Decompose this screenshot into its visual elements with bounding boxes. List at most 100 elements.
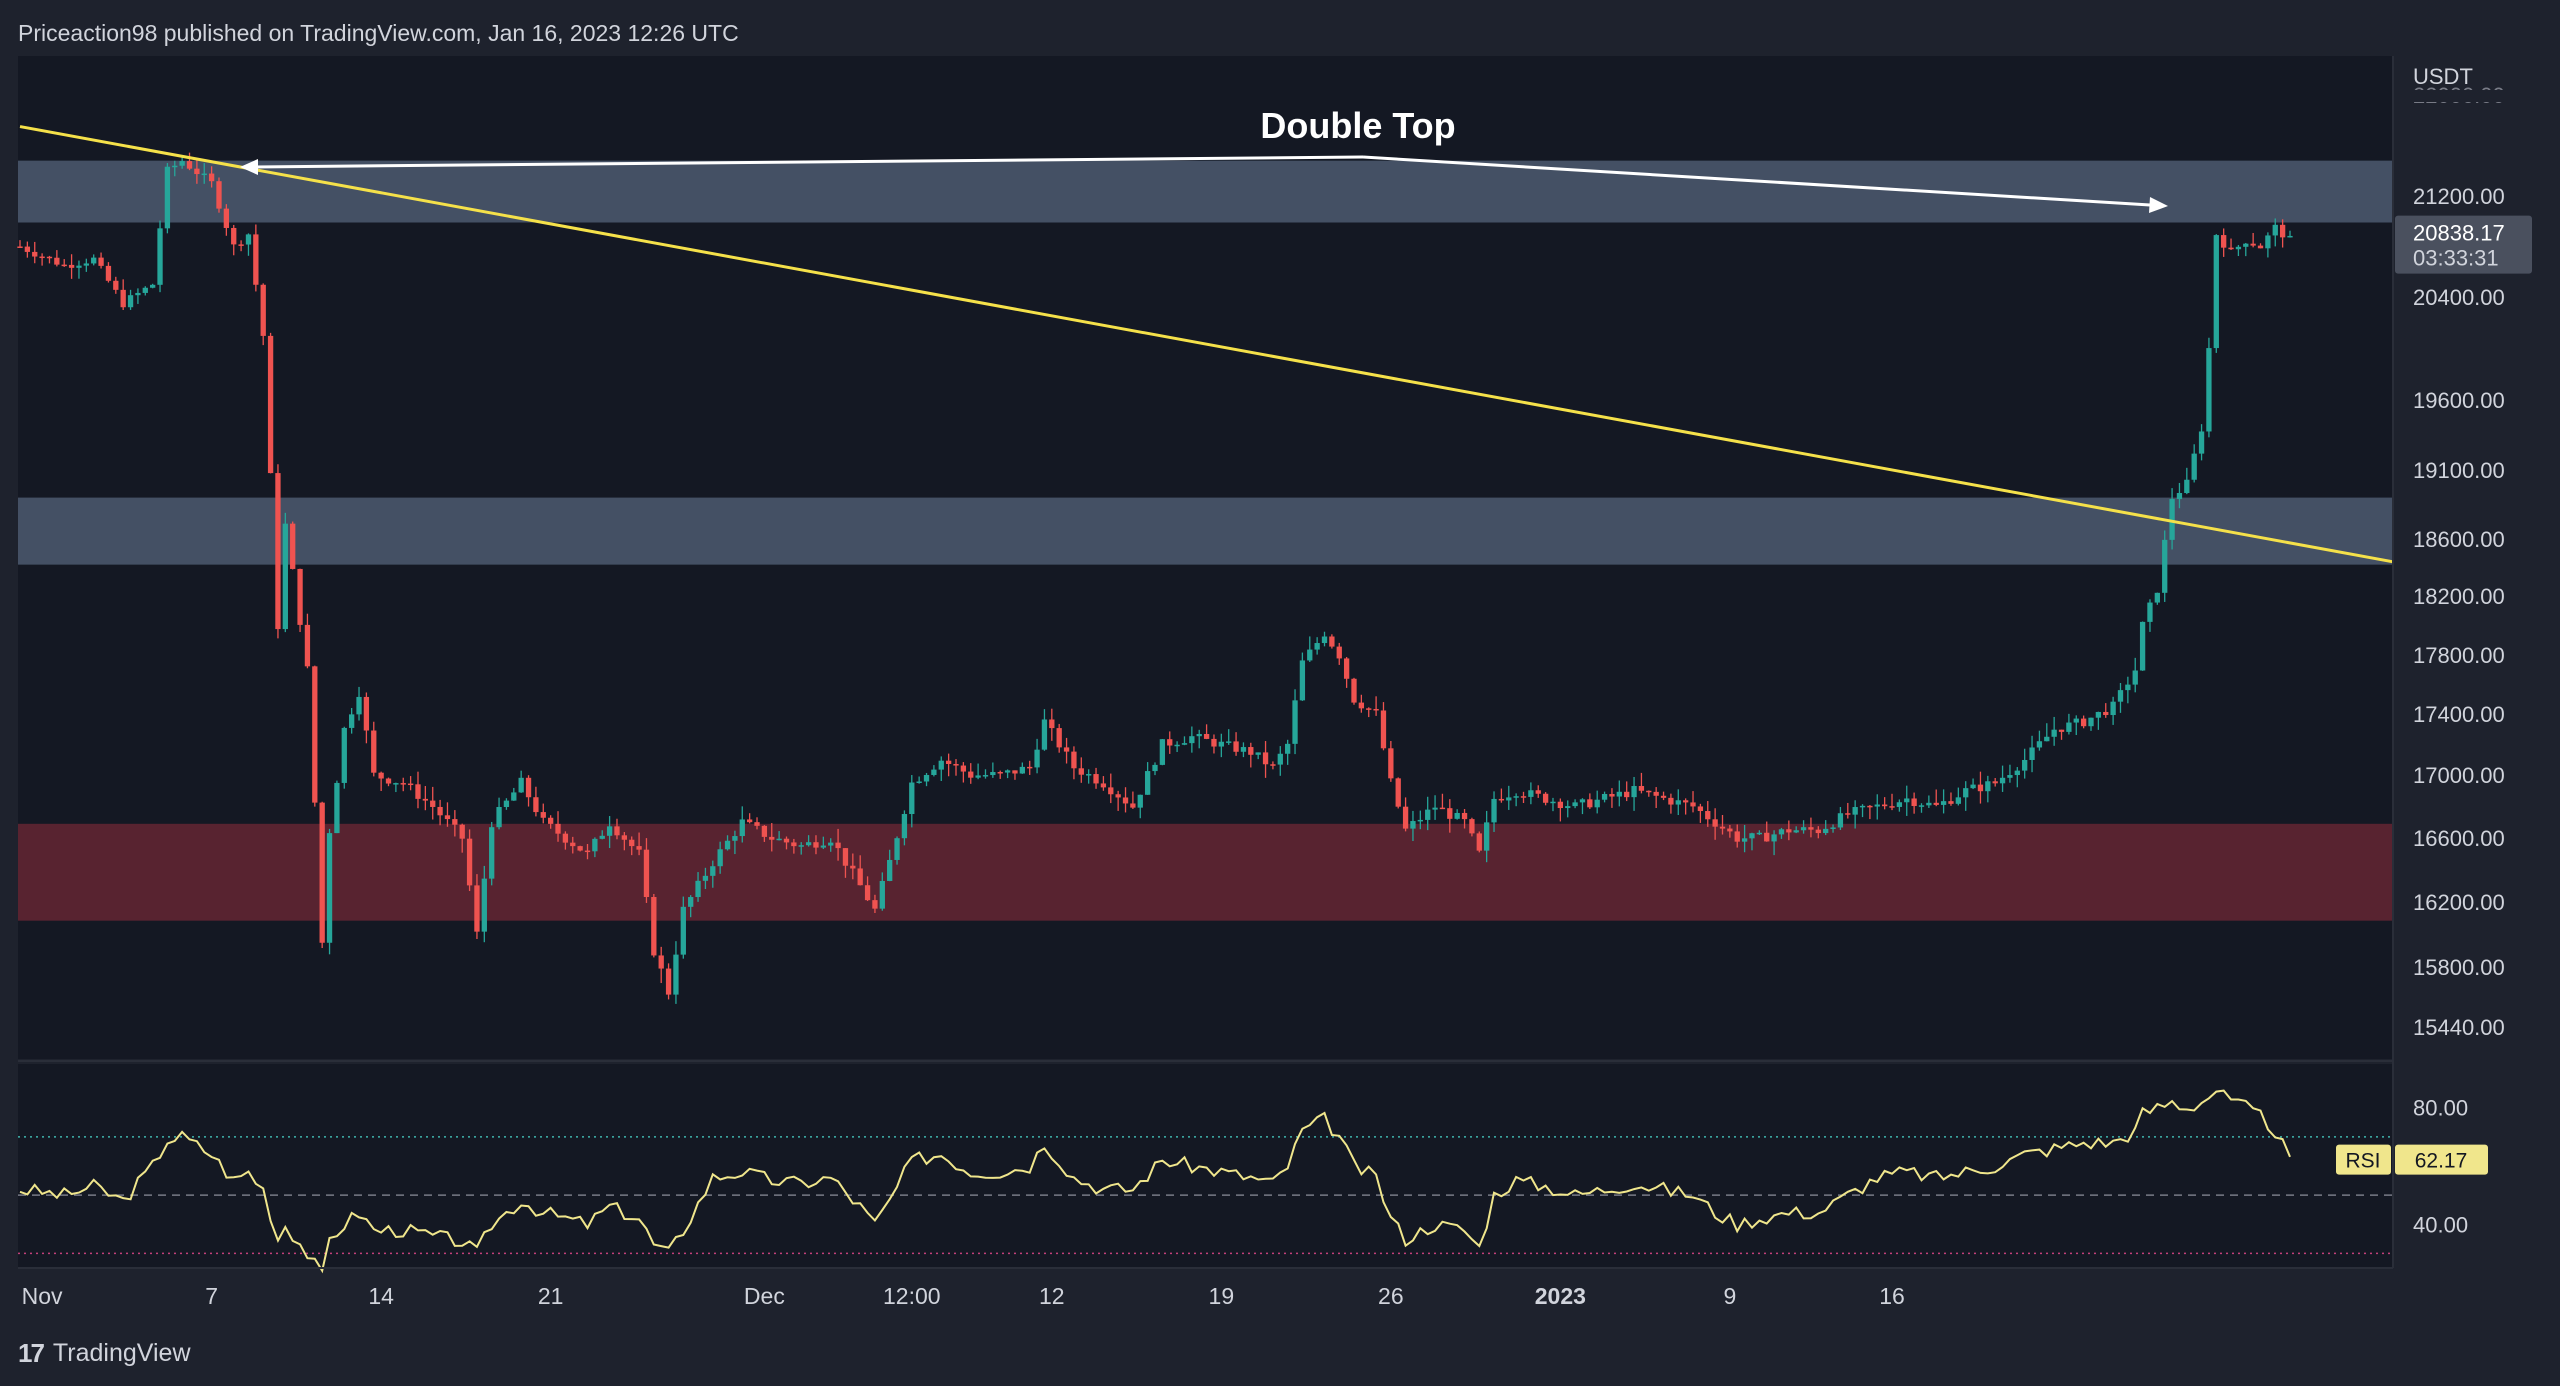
candle [1071, 746, 1077, 780]
candle [481, 865, 487, 943]
price-tick-label: 18600.00 [2413, 527, 2505, 552]
tradingview-brand-text: TradingView [52, 1338, 191, 1367]
price-tick-label: 15440.00 [2413, 1015, 2505, 1040]
middle-zone[interactable] [18, 497, 2393, 565]
candle [769, 823, 775, 852]
candle [150, 283, 156, 289]
time-tick-label: 16 [1879, 1283, 1905, 1309]
candle [378, 771, 384, 792]
resistance-zone[interactable] [18, 160, 2393, 223]
candle [960, 762, 967, 783]
candle [1638, 772, 1645, 794]
candle [179, 156, 185, 169]
candle [1778, 827, 1785, 839]
candle [923, 772, 930, 787]
tradingview-brand[interactable]: 17 TradingView [18, 1335, 191, 1371]
candle [68, 254, 75, 279]
candle [1970, 778, 1976, 790]
candle [805, 835, 812, 847]
candle [1432, 795, 1438, 820]
candle [1299, 652, 1306, 701]
candle [990, 762, 996, 778]
double-top-annotation[interactable]: Double Top [240, 105, 2168, 213]
price-tick-label: 17800.00 [2413, 643, 2505, 668]
candle [658, 946, 664, 984]
candle [724, 835, 731, 851]
candle [1557, 798, 1564, 822]
rsi-value-box [2395, 1144, 2488, 1175]
candle [371, 721, 377, 777]
candle [341, 726, 347, 789]
candle [761, 825, 768, 842]
candle [430, 786, 436, 820]
last-price-box [2395, 215, 2532, 274]
right-arrowhead-icon [2149, 197, 2168, 213]
candle [1653, 787, 1659, 808]
candle [1027, 760, 1033, 775]
candle [1616, 780, 1622, 807]
candle [1823, 820, 1829, 836]
candle [1262, 741, 1269, 778]
candle [201, 163, 207, 184]
candle [1373, 696, 1379, 716]
candle [1646, 790, 1652, 797]
candle [459, 823, 465, 853]
support-zone[interactable] [18, 823, 2393, 921]
candle [688, 895, 694, 918]
candle [1410, 810, 1416, 842]
time-axis[interactable]: Nov 7 14 21 Dec 12:00 12 19 26 2023 9 16 [18, 1267, 2393, 1309]
candle [533, 786, 539, 817]
rsi-pane[interactable] [18, 1064, 2393, 1274]
candle [1307, 636, 1313, 662]
candle [260, 283, 266, 346]
candle [1454, 809, 1460, 820]
candle [1977, 771, 1984, 804]
candle [223, 204, 230, 236]
candle [1115, 790, 1121, 811]
candle [555, 811, 561, 842]
candle [356, 686, 362, 721]
candle [208, 166, 215, 188]
candle [1542, 792, 1549, 806]
candle [894, 836, 900, 865]
candle [643, 838, 650, 903]
candle [1550, 797, 1556, 812]
publisher-line: Priceaction98 published on TradingView.c… [18, 20, 739, 46]
candle [1226, 729, 1232, 745]
candle [120, 279, 126, 310]
candle [1800, 820, 1807, 834]
candle [665, 963, 672, 1000]
candle [2213, 234, 2219, 353]
zones-layer [18, 160, 2393, 921]
trendline[interactable] [19, 125, 2394, 564]
candle [1579, 798, 1586, 815]
price-axis[interactable]: USDT 21200.00 20400.00 19600.00 19100.00 186… [2336, 56, 2560, 1268]
candle [1705, 801, 1711, 827]
candle [1896, 799, 1903, 812]
candle [1012, 770, 1018, 780]
candle [1498, 788, 1505, 803]
candle [1447, 799, 1453, 833]
candle [2125, 676, 2131, 704]
candle [1049, 708, 1055, 741]
candle [1181, 736, 1188, 746]
candle [1756, 830, 1763, 836]
candle [1528, 782, 1534, 805]
candle [820, 836, 826, 850]
candle [606, 816, 613, 849]
candle [1963, 781, 1969, 811]
candle [968, 763, 974, 784]
candle [1351, 677, 1357, 705]
main-pane[interactable]: Double Top [17, 56, 2394, 1059]
candle [2139, 621, 2146, 671]
candle [1727, 824, 1733, 838]
candle [828, 838, 834, 852]
candle [1793, 826, 1799, 834]
candle [931, 765, 937, 777]
candle [400, 777, 406, 792]
candle [629, 836, 635, 856]
candle [2044, 723, 2050, 742]
candle [474, 874, 480, 939]
candle [798, 842, 804, 855]
candle [1314, 637, 1320, 655]
